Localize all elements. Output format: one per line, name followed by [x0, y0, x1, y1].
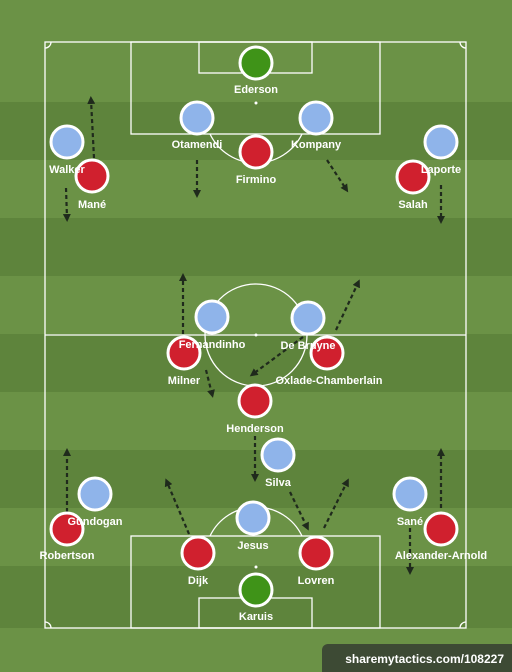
player-name-label: Kompany — [291, 139, 342, 151]
player-marker[interactable] — [238, 572, 274, 608]
spots — [254, 101, 258, 569]
arrow-debruyne-diag — [249, 336, 304, 377]
arrow-mane-down — [62, 187, 71, 222]
player-silva[interactable] — [260, 437, 296, 473]
player-name-label: Milner — [168, 375, 201, 387]
player-debruyne[interactable] — [290, 300, 326, 336]
player-marker[interactable] — [290, 300, 326, 336]
player-marker[interactable] — [238, 45, 274, 81]
player-henderson[interactable] — [237, 383, 273, 419]
top-penalty-spot — [254, 101, 258, 105]
player-marker[interactable] — [298, 535, 334, 571]
player-kompany[interactable] — [298, 100, 334, 136]
corner-arc-bl — [44, 621, 52, 629]
player-name-label: Otamendi — [172, 139, 223, 151]
player-oxlade[interactable] — [309, 335, 345, 371]
player-lovren[interactable] — [298, 535, 334, 571]
player-fernandinho[interactable] — [194, 299, 230, 335]
player-marker[interactable] — [298, 100, 334, 136]
player-marker[interactable] — [423, 124, 459, 160]
player-name-label: Walker — [49, 164, 85, 176]
corner-arc-tr — [459, 41, 467, 49]
player-robertson[interactable] — [49, 511, 85, 547]
player-name-label: Gundogan — [68, 516, 123, 528]
player-name-label: Oxlade-Chamberlain — [276, 375, 383, 387]
player-name-label: Silva — [265, 477, 292, 489]
player-name-label: Firmino — [236, 174, 277, 186]
player-marker[interactable] — [180, 535, 216, 571]
player-walker[interactable] — [49, 124, 85, 160]
player-milner[interactable] — [166, 335, 202, 371]
arrow-walker-up — [87, 96, 96, 159]
player-ederson[interactable] — [238, 45, 274, 81]
center-spot — [254, 333, 258, 337]
player-salah[interactable] — [395, 159, 431, 195]
player-gundogan[interactable] — [77, 476, 113, 512]
player-marker[interactable] — [49, 511, 85, 547]
watermark-bar — [322, 644, 512, 672]
player-marker[interactable] — [238, 134, 274, 170]
player-marker[interactable] — [194, 299, 230, 335]
player-sane[interactable] — [392, 476, 428, 512]
player-firmino[interactable] — [238, 134, 274, 170]
player-marker[interactable] — [166, 335, 202, 371]
player-name-label: Sané — [397, 516, 423, 528]
player-marker[interactable] — [395, 159, 431, 195]
player-name-label: Alexander-Arnold — [395, 550, 487, 562]
corner-arc-br — [459, 621, 467, 629]
player-otamendi[interactable] — [179, 100, 215, 136]
player-name-label: Mané — [78, 199, 106, 211]
player-marker[interactable] — [423, 511, 459, 547]
player-mane[interactable] — [74, 158, 110, 194]
movement-arrows — [62, 96, 445, 575]
player-karuis[interactable] — [238, 572, 274, 608]
player-marker[interactable] — [237, 383, 273, 419]
player-dijk[interactable] — [180, 535, 216, 571]
bottom-penalty-spot — [254, 565, 258, 569]
player-name-label: De Bruyne — [280, 340, 335, 352]
player-name-label: Jesus — [237, 540, 268, 552]
player-marker[interactable] — [49, 124, 85, 160]
player-marker[interactable] — [260, 437, 296, 473]
player-name-label: Fernandinho — [179, 339, 246, 351]
player-alexander[interactable] — [423, 511, 459, 547]
player-name-label: Laporte — [421, 164, 461, 176]
player-marker[interactable] — [74, 158, 110, 194]
player-marker[interactable] — [77, 476, 113, 512]
player-name-label: Karuis — [239, 611, 273, 623]
player-jesus[interactable] — [235, 500, 271, 536]
player-marker[interactable] — [235, 500, 271, 536]
arrow-lovren-up — [323, 478, 349, 529]
player-name-label: Ederson — [234, 84, 278, 96]
watermark-text[interactable]: sharemytactics.com/108227 — [345, 652, 504, 666]
player-name-label: Dijk — [188, 575, 209, 587]
player-name-label: Salah — [398, 199, 428, 211]
player-marker[interactable] — [392, 476, 428, 512]
player-marker[interactable] — [179, 100, 215, 136]
player-name-label: Robertson — [40, 550, 95, 562]
arrow-kompany-down — [326, 159, 349, 193]
player-name-label: Henderson — [226, 423, 284, 435]
player-marker[interactable] — [309, 335, 345, 371]
arrow-dijk-up — [164, 478, 191, 535]
arrow-debruyne-up — [335, 279, 360, 331]
corner-arc-tl — [44, 41, 52, 49]
players: Ederson Otamendi Kompany Firmino Walker Mané L… — [40, 45, 487, 623]
player-name-label: Lovren — [298, 575, 335, 587]
player-laporte[interactable] — [423, 124, 459, 160]
